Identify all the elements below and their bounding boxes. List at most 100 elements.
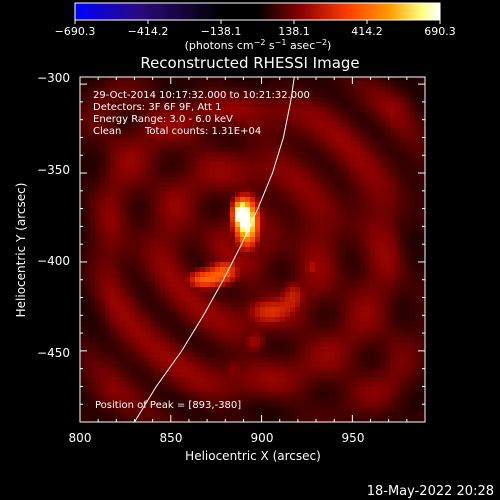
- heatmap-cell: [170, 137, 176, 143]
- heatmap-cell: [415, 82, 421, 88]
- heatmap-cell: [320, 232, 326, 238]
- heatmap-cell: [160, 117, 166, 123]
- heatmap-cell: [260, 82, 266, 88]
- heatmap-cell: [300, 392, 306, 398]
- heatmap-cell: [130, 102, 136, 108]
- heatmap-cell: [165, 397, 171, 403]
- heatmap-cell: [295, 337, 301, 343]
- heatmap-cell: [280, 147, 286, 153]
- heatmap-cell: [350, 297, 356, 303]
- heatmap-cell: [115, 307, 121, 313]
- heatmap-cell: [175, 347, 181, 353]
- heatmap-cell: [220, 112, 226, 118]
- heatmap-cell: [180, 327, 186, 333]
- heatmap-cell: [250, 117, 256, 123]
- heatmap-cell: [345, 87, 351, 93]
- heatmap-cell: [325, 237, 331, 243]
- heatmap-cell: [220, 397, 226, 403]
- heatmap-cell: [310, 207, 316, 213]
- heatmap-cell: [135, 417, 141, 422]
- heatmap-cell: [335, 202, 341, 208]
- heatmap-cell: [230, 212, 236, 218]
- heatmap-cell: [245, 357, 251, 363]
- heatmap-cell: [225, 247, 231, 253]
- heatmap-cell: [280, 232, 286, 238]
- heatmap-cell: [315, 232, 321, 238]
- heatmap-cell: [400, 327, 406, 333]
- heatmap-cell: [355, 292, 361, 298]
- heatmap-cell: [80, 252, 86, 258]
- heatmap-cell: [150, 377, 156, 383]
- heatmap-cell: [185, 387, 191, 393]
- heatmap-cell: [160, 342, 166, 348]
- heatmap-cell: [80, 377, 86, 383]
- heatmap-cell: [165, 232, 171, 238]
- heatmap-cell: [375, 332, 381, 338]
- heatmap-cell: [400, 217, 406, 223]
- heatmap-cell: [105, 282, 111, 288]
- heatmap-cell: [305, 327, 311, 333]
- heatmap-cell: [280, 172, 286, 178]
- heatmap-cell: [385, 187, 391, 193]
- heatmap-cell: [85, 137, 91, 143]
- heatmap-cell: [390, 182, 396, 188]
- heatmap-cell: [85, 227, 91, 233]
- heatmap-cell: [155, 92, 161, 98]
- heatmap-cell: [135, 397, 141, 403]
- heatmap-cell: [235, 247, 241, 253]
- heatmap-cell: [395, 257, 401, 263]
- heatmap-cell: [165, 212, 171, 218]
- heatmap-cell: [195, 197, 201, 203]
- heatmap-cell: [85, 377, 91, 383]
- heatmap-cell: [170, 127, 176, 133]
- heatmap-cell: [115, 147, 121, 153]
- heatmap-cell: [95, 97, 101, 103]
- time-range-text: 29-Oct-2014 10:17:32.000 to 10:21:32.000: [93, 90, 310, 101]
- heatmap-cell: [195, 312, 201, 318]
- heatmap-cell: [185, 277, 191, 283]
- heatmap-cell: [355, 222, 361, 228]
- heatmap-cell: [150, 312, 156, 318]
- heatmap-cell: [155, 277, 161, 283]
- heatmap-cell: [155, 337, 161, 343]
- heatmap-cell: [260, 132, 266, 138]
- heatmap-cell: [385, 312, 391, 318]
- heatmap-cell: [175, 82, 181, 88]
- heatmap-cell: [240, 237, 246, 243]
- heatmap-cell: [420, 247, 425, 253]
- heatmap-cell: [415, 242, 421, 248]
- heatmap-cell: [275, 202, 281, 208]
- heatmap-cell: [285, 232, 291, 238]
- heatmap-cell: [380, 332, 386, 338]
- heatmap-cell: [360, 182, 366, 188]
- heatmap-cell: [295, 137, 301, 143]
- heatmap-cell: [360, 327, 366, 333]
- heatmap-cell: [145, 212, 151, 218]
- heatmap-cell: [225, 167, 231, 173]
- heatmap-cell: [95, 237, 101, 243]
- heatmap-cell: [140, 382, 146, 388]
- total-counts-text: Total counts: 1.31E+04: [144, 126, 261, 137]
- heatmap-cell: [145, 282, 151, 288]
- heatmap-cell: [265, 277, 271, 283]
- heatmap-cell: [275, 292, 281, 298]
- heatmap-cell: [320, 192, 326, 198]
- heatmap-cell: [230, 352, 236, 358]
- heatmap-cell: [110, 417, 116, 422]
- heatmap-cell: [105, 327, 111, 333]
- heatmap-cell: [115, 107, 121, 113]
- heatmap-cell: [125, 247, 131, 253]
- heatmap-cell: [280, 92, 286, 98]
- heatmap-cell: [215, 237, 221, 243]
- heatmap-cell: [170, 232, 176, 238]
- heatmap-cell: [330, 382, 336, 388]
- heatmap-cell: [155, 177, 161, 183]
- heatmap-cell: [385, 112, 391, 118]
- heatmap-cell: [225, 192, 231, 198]
- heatmap-cell: [145, 102, 151, 108]
- heatmap-cell: [210, 257, 216, 263]
- heatmap-cell: [170, 347, 176, 353]
- heatmap-cell: [335, 382, 341, 388]
- heatmap-cell: [125, 87, 131, 93]
- heatmap-cell: [380, 397, 386, 403]
